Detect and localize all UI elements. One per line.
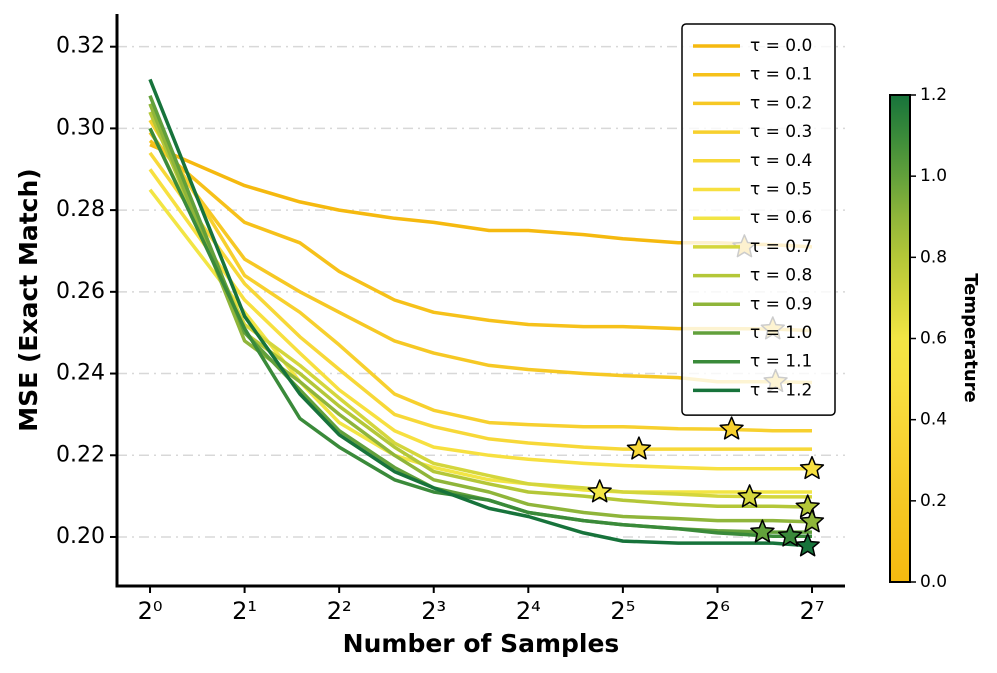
best-star bbox=[750, 519, 775, 543]
series-line bbox=[148, 103, 813, 524]
legend bbox=[681, 23, 836, 416]
x-tick-label: 2² bbox=[327, 597, 352, 625]
best-star bbox=[799, 509, 825, 533]
legend-label: τ = 0.4 bbox=[750, 151, 812, 171]
legend-label: τ = 0.9 bbox=[750, 294, 812, 314]
x-axis-label: Number of Samples bbox=[343, 629, 620, 658]
colorbar-label: Temperature bbox=[960, 273, 981, 402]
colorbar-tick-label: 1.0 bbox=[920, 166, 947, 186]
series-line bbox=[148, 111, 813, 509]
x-tick-label: 2⁴ bbox=[516, 597, 541, 625]
colorbar-tick-label: 0.2 bbox=[920, 491, 947, 511]
y-tick-label: 0.28 bbox=[56, 197, 105, 222]
best-star bbox=[626, 436, 652, 460]
legend-label: τ = 1.1 bbox=[750, 352, 812, 372]
y-axis-label: MSE (Exact Match) bbox=[14, 168, 43, 431]
legend-label: τ = 0.1 bbox=[750, 65, 812, 85]
x-tick-label: 2¹ bbox=[232, 597, 257, 625]
colorbar-tick-label: 0.0 bbox=[920, 572, 947, 592]
x-tick-label: 2⁰ bbox=[138, 597, 163, 625]
colorbar bbox=[889, 94, 911, 583]
legend-label: τ = 0.6 bbox=[750, 208, 812, 228]
colorbar-tick-label: 0.8 bbox=[920, 247, 947, 267]
legend-label: τ = 0.2 bbox=[750, 93, 812, 113]
legend-label: τ = 1.2 bbox=[750, 380, 812, 400]
y-tick-label: 0.24 bbox=[56, 361, 105, 386]
series-line bbox=[148, 127, 812, 499]
series-line bbox=[148, 127, 812, 538]
colorbar-tick-label: 0.6 bbox=[920, 329, 947, 349]
y-tick-label: 0.30 bbox=[56, 115, 105, 140]
y-tick-label: 0.26 bbox=[56, 279, 105, 304]
series-line bbox=[148, 78, 813, 548]
best-star bbox=[587, 479, 612, 503]
x-tick-label: 2⁶ bbox=[705, 597, 730, 625]
legend-label: τ = 0.3 bbox=[750, 122, 812, 142]
colorbar-tick-label: 0.4 bbox=[920, 410, 947, 430]
legend-label: τ = 1.0 bbox=[750, 323, 812, 343]
y-tick-label: 0.22 bbox=[56, 442, 105, 467]
best-star bbox=[719, 416, 744, 440]
best-star bbox=[799, 455, 825, 480]
series-line bbox=[148, 168, 812, 471]
y-tick-label: 0.20 bbox=[56, 524, 105, 549]
x-tick-label: 2³ bbox=[421, 597, 446, 625]
legend-label: τ = 0.5 bbox=[750, 180, 812, 200]
x-tick-label: 2⁵ bbox=[610, 597, 635, 625]
best-star bbox=[795, 533, 820, 557]
legend-label: τ = 0.7 bbox=[750, 237, 812, 257]
x-tick-label: 2⁷ bbox=[800, 597, 825, 625]
colorbar-tick-label: 1.2 bbox=[920, 85, 947, 105]
best-star bbox=[777, 523, 803, 547]
legend-label: τ = 0.8 bbox=[750, 266, 812, 286]
series-line bbox=[148, 151, 812, 451]
series-line bbox=[148, 119, 812, 433]
y-tick-label: 0.32 bbox=[56, 34, 105, 59]
legend-label: τ = 0.0 bbox=[750, 36, 812, 56]
best-star bbox=[737, 484, 762, 508]
